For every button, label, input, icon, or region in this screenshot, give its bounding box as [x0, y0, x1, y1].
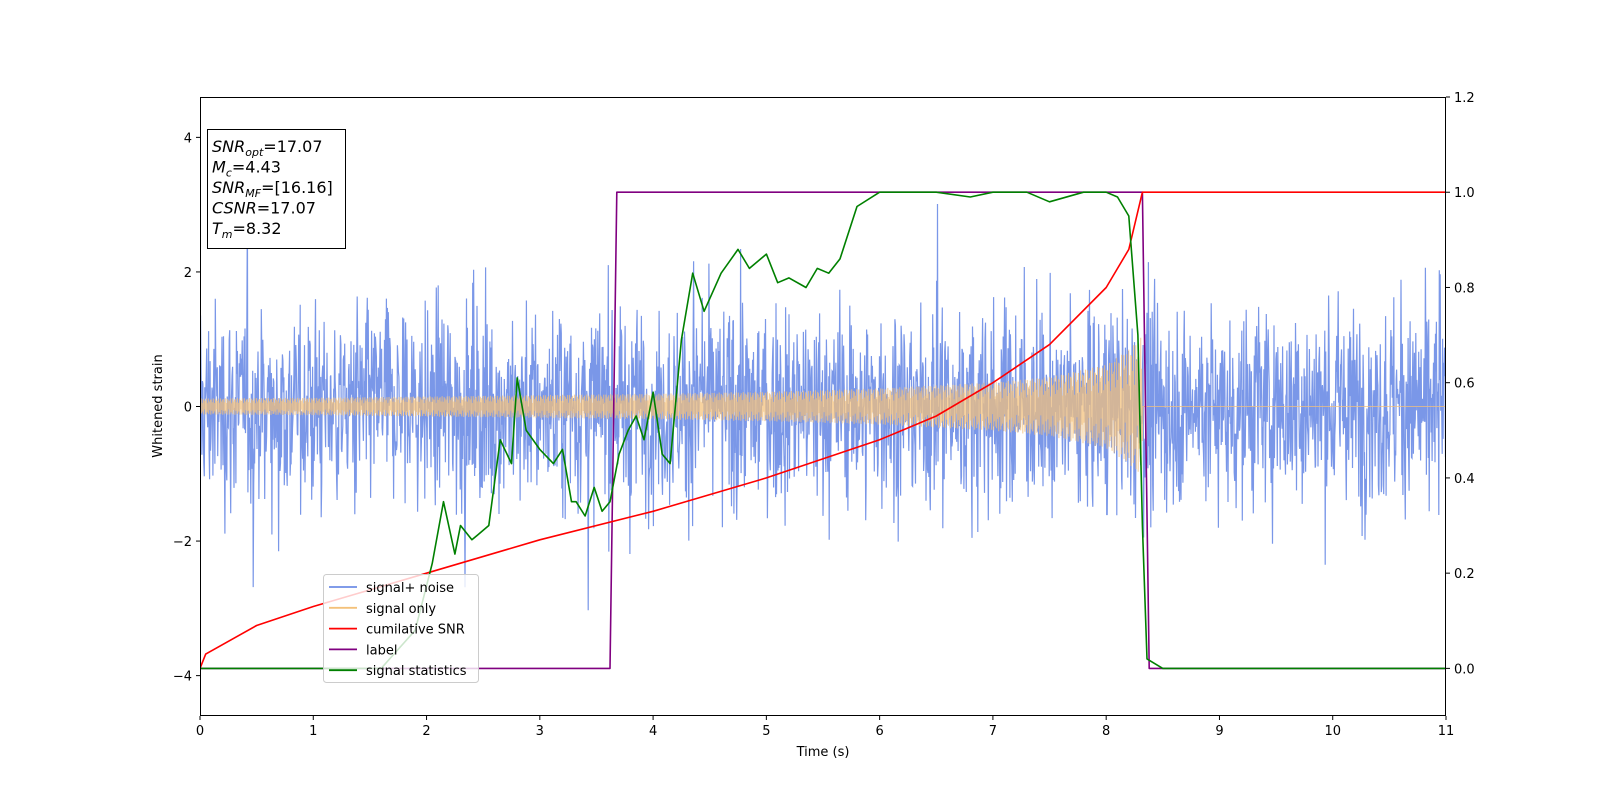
x-tick-label: 11: [1438, 724, 1455, 739]
annotation-line: Mc=4.43: [212, 158, 281, 180]
legend-label: signal+ noise: [366, 581, 454, 596]
legend-label: signal only: [366, 602, 436, 617]
y-right-tick-label: 0.4: [1454, 472, 1475, 487]
annotation-line: CSNR=17.07: [212, 199, 316, 218]
y-left-tick-label: −2: [173, 535, 192, 550]
series-signal-noise-line: [200, 203, 1446, 611]
annotation-line: SNRopt=17.07: [212, 137, 323, 159]
y-right-tick-label: 0.8: [1454, 281, 1475, 296]
series-signal-only-line: [200, 337, 1446, 472]
x-tick-label: 8: [1102, 724, 1110, 739]
x-tick-label: 9: [1215, 724, 1223, 739]
y-left-tick-label: 4: [184, 131, 192, 146]
annotation-box: SNRopt=17.07Mc=4.43SNRMF=[16.16]CSNR=17.…: [207, 129, 346, 249]
x-tick-label: 0: [196, 724, 204, 739]
y-axis-label-left: Whitened strain: [151, 354, 166, 457]
x-tick-label: 4: [649, 724, 657, 739]
annotation-line: Tm=8.32: [212, 219, 282, 241]
annotation-line: SNRMF=[16.16]: [212, 178, 333, 200]
plot-area: [200, 191, 1446, 670]
legend: signal+ noise signal only cumilative SNR la…: [323, 574, 479, 683]
y-right-tick-label: 0.2: [1454, 567, 1475, 582]
axes: 0 1 2 3 4 5 6 7 8 9 10 11 −4 −2 0 2 4 0.0 0.2 0.4 0.6 0.8 1.0 1…: [173, 91, 1475, 739]
series-signal-statistics-line: [200, 191, 1446, 670]
legend-label: signal statistics: [366, 664, 467, 679]
annotation-box-frame: [207, 129, 346, 249]
y-right-tick-label: 0.6: [1454, 377, 1475, 392]
x-tick-label: 5: [762, 724, 770, 739]
y-right-tick-label: 1.2: [1454, 91, 1475, 106]
plot-frame: [200, 97, 1446, 716]
legend-label: cumilative SNR: [366, 623, 465, 638]
y-right-tick-label: 1.0: [1454, 186, 1475, 201]
x-tick-label: 1: [309, 724, 317, 739]
y-left-tick-label: −4: [173, 670, 192, 685]
series-cumulative-snr-line: [200, 191, 1446, 669]
y-left-tick-label: 0: [184, 401, 192, 416]
x-axis-label: Time (s): [796, 745, 850, 760]
y-left-tick-label: 2: [184, 266, 192, 281]
x-tick-label: 3: [536, 724, 544, 739]
y-right-tick-label: 0.0: [1454, 662, 1475, 677]
legend-label: label: [366, 643, 397, 658]
x-tick-label: 10: [1324, 724, 1341, 739]
x-tick-label: 6: [875, 724, 883, 739]
x-tick-label: 7: [989, 724, 997, 739]
x-tick-label: 2: [422, 724, 430, 739]
legend-frame: [323, 574, 479, 683]
